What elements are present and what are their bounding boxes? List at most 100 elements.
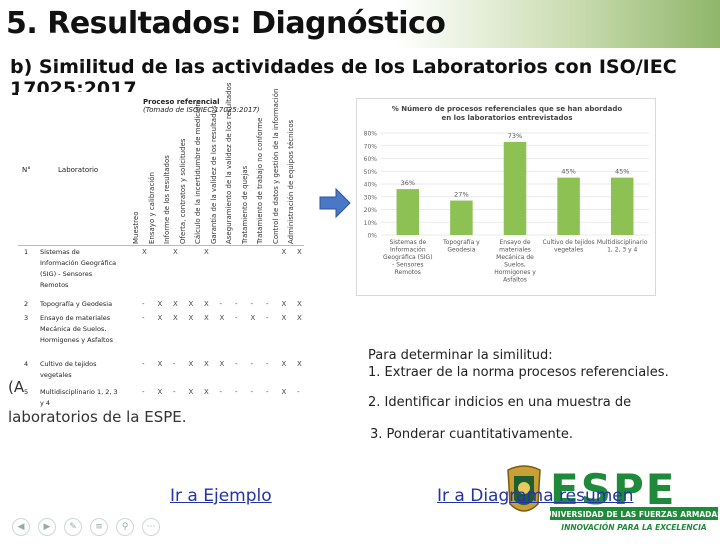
table-row-lab: Ensayo de materiales [40,314,111,322]
chart-category-label: 1, 2, 3 y 4 [607,247,637,254]
table-row-lab: y 4 [40,399,51,407]
table-rows: 1 Sistemas de Información Geográfica (SIG) … [18,248,306,422]
logo-wordmark: ESPE [550,465,676,514]
table-column-header: Garantía de la validez de los resultados [209,105,218,244]
table-top-label: Proceso referencial [143,98,220,106]
table-cell-mark: X [297,314,302,322]
chart-bar [610,177,634,235]
right-arrow-icon [319,187,351,219]
chart-bar [396,189,420,235]
chart-category-label: - Sensores [392,262,423,269]
bar-chart: % Número de procesos referenciales que s… [356,98,656,296]
table-column-header: Informe de los resultados [163,155,171,244]
slide-title: 5. Resultados: Diagnóstico [6,6,446,41]
caption-partial-a: (A [8,378,25,396]
table-cell-mark: - [235,360,238,368]
more-icon[interactable]: ⋯ [142,518,160,536]
menu-icon[interactable]: ≡ [90,518,108,536]
title-bar [0,0,720,48]
table-cell-mark: X [157,388,163,396]
table-cell-mark: X [204,360,209,368]
table-column-header: Tratamiento de trabajo no conforme [256,117,264,244]
table-row-lab: (SIG) - Sensores [40,270,93,278]
chart-category-label: Geográfica (SIG) [383,254,433,261]
table-cell-mark: X [219,314,225,322]
table-column-headers: Muestreo Ensayo y calibración Informe de l… [130,83,306,245]
table-row-lab: Información Geográfica [40,259,117,267]
table-row-lab: Cultivo de tejidos [40,360,97,368]
chart-category-label: Información [390,247,426,254]
table-row-number: 3 [24,314,29,322]
chart-ytick-label: 20% [364,207,378,214]
table-column-header: Muestreo [132,211,140,245]
table-cell-mark: - [142,360,145,368]
chart-data-label: 73% [508,132,522,140]
table-cell-mark: X [281,300,287,308]
table-cell-mark: X [188,388,194,396]
table-cell-mark: - [250,360,254,368]
table-cell-mark: - [250,388,254,396]
table-row-lab: Multidisciplinario 1, 2, 3 [40,388,118,396]
prev-slide-icon[interactable]: ◀ [12,518,30,536]
chart-category-label: Hormigones y [494,269,536,276]
next-slide-icon[interactable]: ▶ [38,518,56,536]
link-example[interactable]: Ir a Ejemplo [170,486,272,506]
table-cell-mark: - [235,314,238,322]
table-column-header: Tratamiento de quejas [240,165,249,244]
chart-category-label: Suelos, [504,262,526,269]
table-cell-mark: X [173,248,178,256]
table-row-number: 5 [24,388,29,396]
table-row-lab: Remotos [40,281,69,289]
chart-bar [557,177,580,235]
table-cell-mark: - [266,388,269,396]
table-row-lab: vegetales [40,371,72,379]
table-cell-mark: X [142,248,147,256]
table-row-number: 2 [24,300,29,308]
table-divider [18,245,304,246]
table-cell-mark: X [297,300,302,308]
table-cell-mark: X [188,314,194,322]
table-cell-mark: X [188,300,194,308]
table-row-number: 4 [24,360,29,368]
step-2: 2. Identificar indicios en una muestra d… [368,395,632,410]
table-col-no: N° [22,166,31,174]
link-diagram[interactable]: Ir a Diagrama resumen [437,486,634,506]
chart-category-label: Sistemas de [389,239,426,246]
chart-data-label: 45% [561,168,575,176]
chart-category-label: vegetales [554,247,583,254]
table-cell-mark: - [235,388,238,396]
table-top-label-ref: (Tomado de ISO/IEC 17025:2017) [143,106,260,114]
table-cell-mark: X [204,248,209,256]
pen-icon[interactable]: ✎ [64,518,82,536]
table-row-lab: Topografía y Geodesia [40,300,113,308]
chart-category-label: Multidisciplinario [597,239,648,246]
table-cell-mark: X [157,360,163,368]
table-cell-mark: X [157,314,163,322]
espe-logo: ESPE UNIVERSIDAD DE LAS FUERZAS ARMADAS … [500,460,720,540]
table-cell-mark: - [266,300,269,308]
logo-line2: INNOVACIÓN PARA LA EXCELENCIA [561,523,707,532]
chart-title-line1: % Número de procesos referenciales que s… [392,105,623,113]
zoom-icon[interactable]: ⚲ [116,518,134,536]
table-cell-mark: X [204,314,209,322]
table-column-header: Ensayo y calibración [147,172,156,244]
table-col-lab: Laboratorio [58,166,99,174]
table-cell-mark: X [281,360,287,368]
chart-category-label: Remotos [395,269,421,276]
table-column-header: Control de datos y gestión de la informa… [271,88,280,244]
table-cell-mark: - [173,360,176,368]
table-cell-mark: - [219,388,223,396]
table-cell-mark: X [297,248,302,256]
table-cell-mark: X [173,314,178,322]
chart-category-label: Topografía y [442,239,480,246]
table-row-number: 1 [24,248,29,256]
table-row-lab: Mecánica de Suelos, [40,325,107,333]
process-table: Proceso referencial (Tomado de ISO/IEC 1… [18,83,306,422]
table-cell-mark: - [173,388,176,396]
table-cell-mark: X [173,300,178,308]
table-cell-mark: X [157,300,163,308]
chart-ytick-label: 40% [364,182,378,189]
chart-ytick-label: 50% [364,169,378,176]
table-cell-mark: X [204,300,209,308]
steps-intro: Para determinar la similitud: [368,348,553,363]
